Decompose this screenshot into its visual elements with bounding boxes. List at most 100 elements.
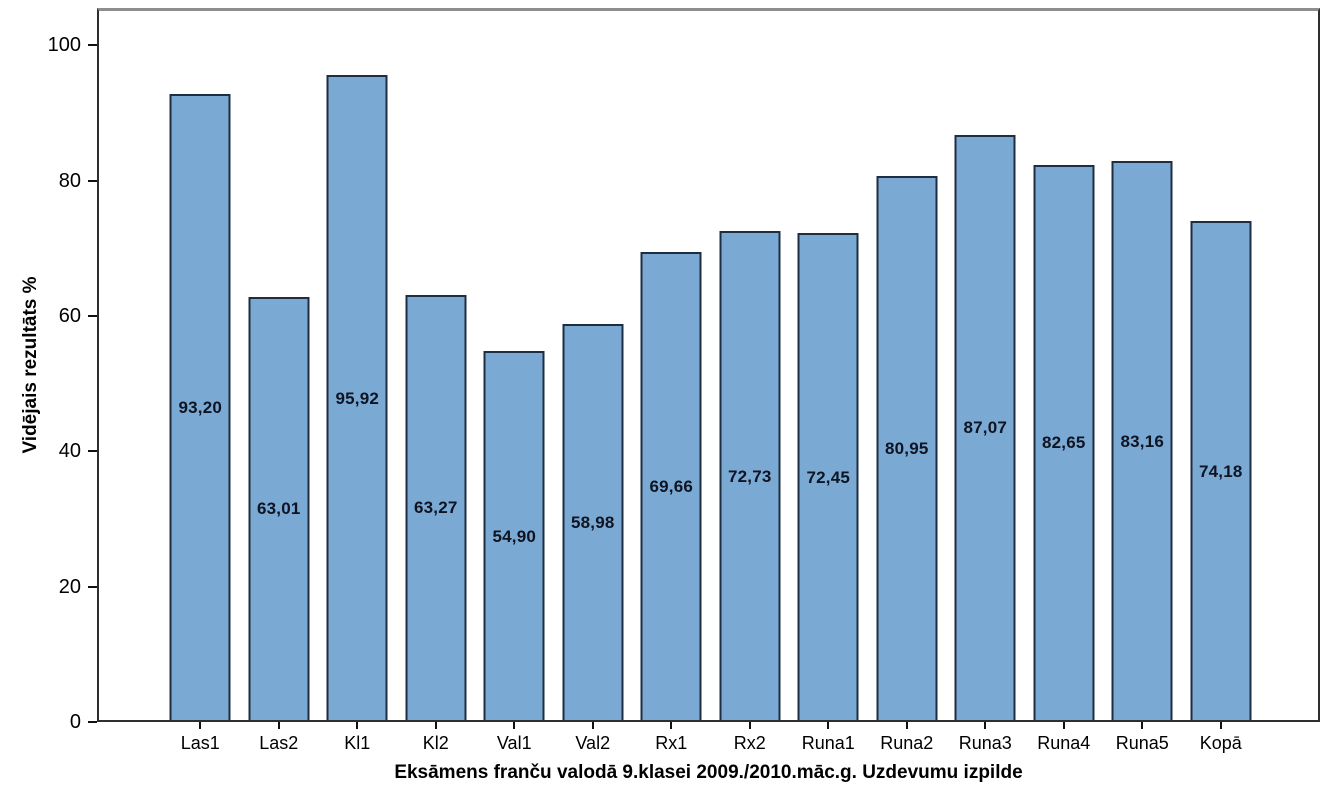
x-category-label: Kopā [1199, 733, 1242, 753]
x-tick-mark [984, 722, 987, 729]
x-category-label: Las2 [259, 733, 299, 753]
x-axis-title: Eksāmens franču valodā 9.klasei 2009./20… [394, 762, 1023, 783]
bar-value-label: 83,16 [1120, 431, 1165, 451]
y-tick-label: 80 [58, 169, 81, 192]
x-category-label: Las1 [180, 733, 220, 753]
bar-slot: 72,45 [789, 11, 868, 720]
bar-value-label: 72,45 [806, 467, 851, 487]
x-tick-mark [434, 722, 437, 729]
x-category: Las1 [161, 722, 240, 753]
y-tick-label: 0 [69, 711, 81, 733]
x-category-label: Kl2 [422, 733, 449, 753]
x-category-label: Runa4 [1037, 733, 1091, 753]
bar-kl1: 95,92 [326, 75, 388, 720]
y-tick-mark [88, 585, 97, 588]
x-category: Rx2 [711, 722, 790, 753]
y-tick-label: 20 [58, 575, 81, 598]
bar-las1: 93,20 [169, 93, 231, 720]
x-tick-mark [356, 722, 359, 729]
x-category-label: Runa2 [880, 733, 934, 753]
x-category: Las2 [240, 722, 319, 753]
x-tick-mark [827, 722, 830, 729]
bar-runa1: 72,45 [797, 233, 859, 720]
bar-slot: 93,20 [161, 11, 240, 720]
bar-slot: 72,73 [711, 11, 790, 720]
bar-value-label: 82,65 [1041, 433, 1086, 453]
x-category: Runa4 [1025, 722, 1104, 753]
x-category-label: Val1 [496, 733, 532, 753]
y-tick-mark [88, 314, 97, 317]
y-tick-label: 100 [47, 34, 81, 57]
x-category: Runa1 [789, 722, 868, 753]
x-category: Runa5 [1103, 722, 1182, 753]
x-tick-mark [277, 722, 280, 729]
x-category-label: Runa5 [1115, 733, 1169, 753]
bar-val1: 54,90 [483, 351, 545, 720]
y-tick-mark [88, 44, 97, 47]
plot-area: 93,20 63,01 95,92 63,27 54,90 58,98 69,66 72,73… [97, 8, 1320, 722]
bar-rx2: 72,73 [719, 231, 781, 720]
bar-value-label: 72,73 [727, 466, 772, 486]
bar-slot: 83,16 [1103, 11, 1182, 720]
x-category-label: Runa1 [801, 733, 855, 753]
bar-kl2: 63,27 [405, 294, 467, 720]
bar-rx1: 69,66 [640, 251, 702, 720]
x-category: Kopā [1182, 722, 1261, 753]
x-labels: Las1 Las2 Kl1 Kl2 Val1 Val2 Rx1 Rx2 Runa1 Runa2 Ru… [99, 722, 1318, 753]
bar-slot: 63,01 [240, 11, 319, 720]
bar-value-label: 87,07 [963, 418, 1008, 438]
y-tick-mark [88, 450, 97, 453]
bar-slot: 63,27 [397, 11, 476, 720]
bar-val2: 58,98 [562, 323, 624, 720]
x-category: Val1 [475, 722, 554, 753]
bar-runa2: 80,95 [876, 176, 938, 720]
bar-value-label: 58,98 [570, 512, 615, 532]
x-tick-mark [591, 722, 594, 729]
bar-value-label: 74,18 [1198, 461, 1243, 481]
bar-value-label: 95,92 [335, 388, 380, 408]
bar-slot: 80,95 [868, 11, 947, 720]
x-tick-mark [748, 722, 751, 729]
x-category: Kl1 [318, 722, 397, 753]
bar-value-label: 80,95 [884, 439, 929, 458]
bar-value-label: 93,20 [178, 397, 223, 417]
x-category-label: Val2 [575, 733, 611, 753]
bar-slot: 95,92 [318, 11, 397, 720]
bar-las2: 63,01 [248, 296, 310, 720]
x-category-label: Rx2 [733, 733, 766, 753]
x-category: Rx1 [632, 722, 711, 753]
x-tick-mark [670, 722, 673, 729]
bar-value-label: 54,90 [492, 526, 537, 546]
x-category: Runa3 [946, 722, 1025, 753]
bar-slot: 54,90 [475, 11, 554, 720]
x-category-label: Rx1 [655, 733, 688, 753]
bar-value-label: 69,66 [649, 476, 694, 496]
bar-slot: 82,65 [1025, 11, 1104, 720]
bar-slot: 87,07 [946, 11, 1025, 720]
y-tick-label: 60 [58, 304, 81, 327]
x-category-label: Kl1 [344, 733, 371, 753]
bars: 93,20 63,01 95,92 63,27 54,90 58,98 69,66 72,73… [99, 11, 1318, 720]
x-category-label: Runa3 [958, 733, 1012, 753]
bar-slot: 69,66 [632, 11, 711, 720]
x-tick-mark [199, 722, 202, 729]
x-tick-mark [905, 722, 908, 729]
bar-slot: 58,98 [554, 11, 633, 720]
x-tick-mark [1062, 722, 1065, 729]
y-axis: 0 20 40 60 80 100 [0, 8, 97, 732]
bar-runa3: 87,07 [954, 134, 1016, 720]
bar-value-label: 63,01 [256, 499, 301, 519]
bar-kopā: 74,18 [1190, 221, 1252, 720]
x-tick-mark [513, 722, 516, 729]
y-tick-label: 40 [58, 440, 81, 463]
y-tick-mark [88, 721, 97, 723]
x-tick-mark [1219, 722, 1222, 729]
x-tick-mark [1141, 722, 1144, 729]
x-category: Val2 [554, 722, 633, 753]
bar-slot: 74,18 [1182, 11, 1261, 720]
bar-runa5: 83,16 [1111, 161, 1173, 720]
y-tick-mark [88, 179, 97, 182]
x-category: Kl2 [397, 722, 476, 753]
bar-value-label: 63,27 [413, 498, 458, 518]
